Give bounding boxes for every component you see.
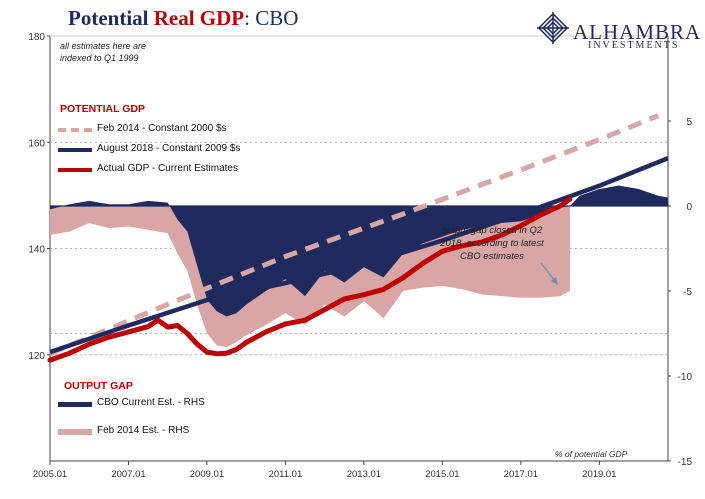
x-tick-label: 2011.01 bbox=[269, 469, 303, 480]
actual-gdp-line bbox=[47, 196, 573, 363]
x-tick-label: 2017.01 bbox=[504, 469, 538, 480]
annotation-arrow-head bbox=[551, 277, 558, 285]
right-tick-label: -15 bbox=[678, 457, 693, 468]
legend-label-feb2014: Feb 2014 - Constant 2000 $s bbox=[97, 123, 227, 134]
legend-swatch-feb2014-gap bbox=[58, 429, 92, 435]
legend-swatch-aug2018 bbox=[58, 148, 92, 152]
x-tick-label: 2007.01 bbox=[111, 469, 145, 480]
right-tick-label: 0 bbox=[686, 202, 692, 213]
right-tick-label: 5 bbox=[686, 117, 692, 128]
alhambra-logo-icon bbox=[537, 12, 569, 44]
x-tick-label: 2019.01 bbox=[582, 469, 616, 480]
x-tick-label: 2015.01 bbox=[425, 469, 459, 480]
legend-label-cbo-current: CBO Current Est. - RHS bbox=[97, 397, 205, 408]
title-part-2: Real GDP bbox=[153, 6, 245, 30]
legend-label-aug2018: August 2018 - Constant 2009 $s bbox=[97, 143, 241, 154]
legend-swatch-cbo-current bbox=[58, 402, 92, 407]
left-tick-label: 160 bbox=[28, 138, 45, 149]
potential-aug2018-line bbox=[49, 156, 669, 355]
annotation-arrow-line bbox=[540, 262, 556, 282]
legend-swatch-feb2014 bbox=[58, 128, 92, 132]
potential-feb2014-line bbox=[49, 113, 660, 357]
potential-gdp-heading: POTENTIAL GDP bbox=[60, 103, 145, 115]
title-part-3: : CBO bbox=[244, 6, 299, 30]
left-tick-label: 120 bbox=[28, 351, 45, 362]
x-tick-label: 2009.01 bbox=[190, 469, 224, 480]
logo-subtitle: INVESTMENTS bbox=[588, 40, 680, 51]
legend-swatch-actual bbox=[58, 168, 92, 172]
right-tick-label: -5 bbox=[683, 287, 692, 298]
title-part-1: Potential bbox=[68, 6, 154, 30]
left-tick-label: 140 bbox=[28, 245, 45, 256]
units-note: % of potential GDP bbox=[555, 449, 628, 459]
index-note: all estimates here are indexed to Q1 199… bbox=[60, 41, 147, 63]
logo-name: ALHAMBRA bbox=[573, 20, 702, 44]
right-tick-label: -10 bbox=[678, 372, 693, 383]
chart-title: Potential Real GDP: CBO bbox=[68, 6, 298, 31]
legend-label-feb2014-gap: Feb 2014 Est. - RHS bbox=[97, 425, 190, 436]
x-tick-label: 2013.01 bbox=[347, 469, 381, 480]
x-tick-label: 2005.01 bbox=[33, 469, 67, 480]
annotation-gap-closed: output gap closed in Q2 2018, according … bbox=[440, 225, 544, 262]
output-gap-heading: OUTPUT GAP bbox=[64, 380, 133, 392]
left-tick-label: 180 bbox=[28, 32, 45, 43]
legend-label-actual: Actual GDP - Current Estimates bbox=[97, 163, 238, 174]
